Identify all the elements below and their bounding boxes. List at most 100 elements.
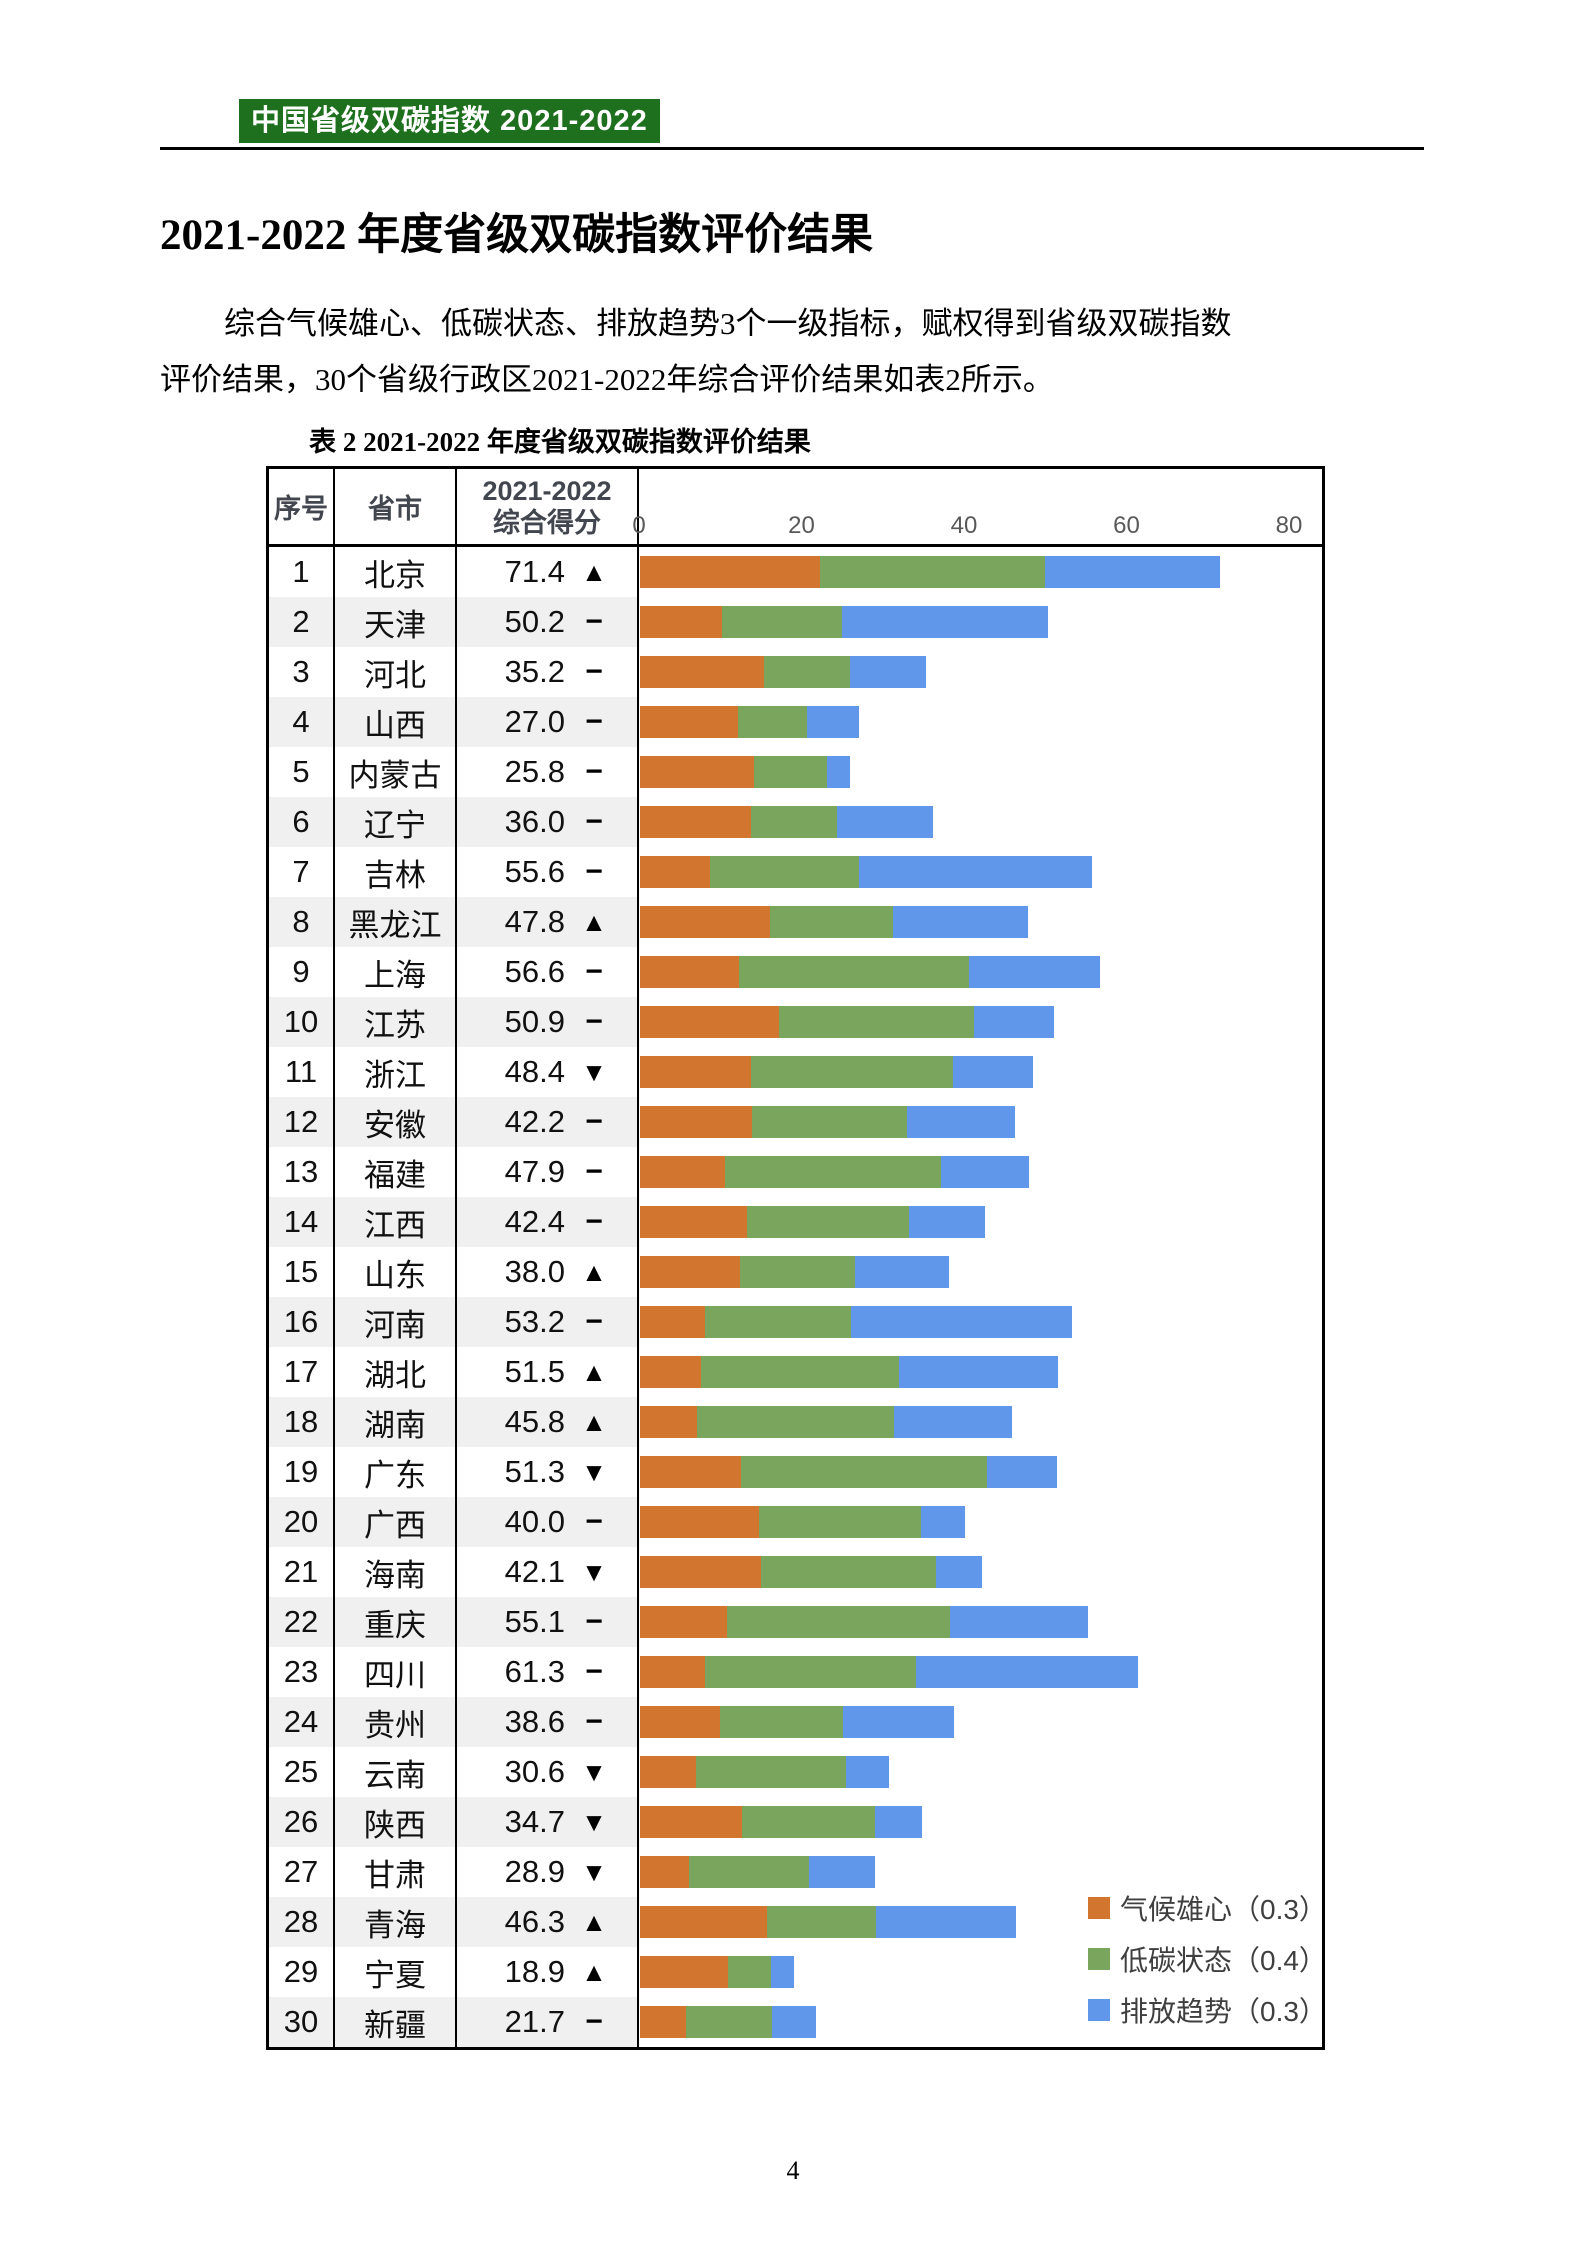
rank-cell: 4 [269, 697, 335, 747]
bar-segment-low-carbon-status [700, 1356, 900, 1388]
bar-segment-climate-ambition [640, 1756, 697, 1788]
bar-cell [639, 547, 1322, 597]
rank-cell: 16 [269, 1297, 335, 1347]
rank-cell: 23 [269, 1647, 335, 1697]
bar-segment-low-carbon-status [727, 1956, 771, 1988]
score-cell: 48.4 ▼ [457, 1047, 639, 1097]
rank-cell: 6 [269, 797, 335, 847]
score-cell: 42.2− [457, 1097, 639, 1147]
trend-flat-icon: − [585, 1505, 603, 1538]
bar-cell [639, 1797, 1322, 1847]
bar-segment-low-carbon-status [688, 1856, 809, 1888]
score-cell: 50.2− [457, 597, 639, 647]
report-header-badge: 中国省级双碳指数 2021-2022 [239, 99, 660, 143]
score-cell: 18.9 ▲ [457, 1947, 639, 1997]
bar-segment-climate-ambition [640, 1206, 748, 1238]
bar-segment-climate-ambition [640, 1256, 740, 1288]
bar-segment-climate-ambition [640, 1406, 697, 1438]
province-cell: 江西 [335, 1197, 457, 1247]
score-value: 50.2 [504, 604, 565, 639]
rank-cell: 3 [269, 647, 335, 697]
province-cell: 上海 [335, 947, 457, 997]
stacked-bar [640, 906, 1029, 938]
stacked-bar [640, 1306, 1073, 1338]
bar-cell [639, 947, 1322, 997]
trend-up-icon: ▲ [581, 1406, 607, 1437]
bar-segment-climate-ambition [640, 656, 764, 688]
table-row: 18 湖南 45.8 ▲ [269, 1397, 1322, 1447]
table-header-row: 序号 省市 2021-2022 综合得分 0 20 40 60 80 [269, 469, 1322, 547]
province-cell: 山西 [335, 697, 457, 747]
bar-segment-low-carbon-status [747, 1206, 909, 1238]
province-cell: 宁夏 [335, 1947, 457, 1997]
bar-segment-low-carbon-status [741, 1806, 875, 1838]
body-paragraph: 综合气候雄心、低碳状态、排放趋势3个一级指标，赋权得到省级双碳指数 评价结果，3… [160, 296, 1432, 408]
bar-segment-climate-ambition [640, 1856, 689, 1888]
score-value: 42.2 [504, 1104, 565, 1139]
score-value: 28.9 [504, 1854, 565, 1889]
bar-segment-low-carbon-status [696, 1406, 894, 1438]
province-cell: 湖南 [335, 1397, 457, 1447]
bar-segment-climate-ambition [640, 856, 710, 888]
trend-flat-icon: − [585, 855, 603, 888]
bar-cell [639, 897, 1322, 947]
province-cell: 安徽 [335, 1097, 457, 1147]
score-value: 61.3 [504, 1654, 565, 1689]
score-value: 47.8 [504, 904, 565, 939]
table-row: 3 河北 35.2− [269, 647, 1322, 697]
bar-segment-low-carbon-status [752, 1106, 908, 1138]
score-cell: 42.4− [457, 1197, 639, 1247]
bar-segment-low-carbon-status [766, 1906, 877, 1938]
score-value: 55.1 [504, 1604, 565, 1639]
score-cell: 35.2− [457, 647, 639, 697]
bar-cell [639, 1547, 1322, 1597]
axis-tick-label: 40 [950, 512, 978, 539]
province-cell: 北京 [335, 547, 457, 597]
trend-flat-icon: − [585, 1105, 603, 1138]
bar-segment-emission-trend [846, 1756, 889, 1788]
bar-segment-emission-trend [907, 1106, 1016, 1138]
bar-segment-emission-trend [843, 1706, 954, 1738]
axis-tick-label: 60 [1113, 512, 1140, 539]
bar-segment-climate-ambition [640, 2006, 686, 2038]
bar-segment-climate-ambition [640, 756, 754, 788]
score-value: 25.8 [504, 754, 565, 789]
province-cell: 内蒙古 [335, 747, 457, 797]
score-cell: 42.1 ▼ [457, 1547, 639, 1597]
province-cell: 陕西 [335, 1797, 457, 1847]
province-cell: 浙江 [335, 1047, 457, 1097]
bar-cell [639, 1747, 1322, 1797]
score-cell: 55.1− [457, 1597, 639, 1647]
table-row: 17 湖北 51.5 ▲ [269, 1347, 1322, 1397]
bar-cell [639, 1697, 1322, 1747]
score-value: 50.9 [504, 1004, 565, 1039]
bar-segment-emission-trend [772, 2006, 817, 2038]
stacked-bar [640, 856, 1092, 888]
rank-cell: 30 [269, 1997, 335, 2047]
score-cell: 28.9 ▼ [457, 1847, 639, 1897]
legend-label: 气候雄心（0.3） [1120, 1894, 1327, 1925]
legend-swatch-low-carbon-status [1088, 1948, 1110, 1970]
legend-item: 气候雄心（0.3） [1088, 1893, 1327, 1925]
table-row: 16 河南 53.2− [269, 1297, 1322, 1347]
bar-segment-climate-ambition [640, 606, 723, 638]
header-province: 省市 [335, 469, 457, 544]
stacked-bar [640, 1256, 949, 1288]
bar-cell [639, 1397, 1322, 1447]
stacked-bar [640, 1456, 1057, 1488]
stacked-bar [640, 1006, 1054, 1038]
bar-segment-climate-ambition [640, 1156, 726, 1188]
stacked-bar [640, 1406, 1013, 1438]
rank-cell: 19 [269, 1447, 335, 1497]
bar-segment-emission-trend [973, 1006, 1054, 1038]
score-cell: 56.6− [457, 947, 639, 997]
score-cell: 21.7− [457, 1997, 639, 2047]
bar-segment-climate-ambition [640, 906, 770, 938]
bar-segment-climate-ambition [640, 1606, 727, 1638]
score-cell: 38.6− [457, 1697, 639, 1747]
bar-segment-low-carbon-status [761, 1556, 936, 1588]
trend-up-icon: ▲ [581, 906, 607, 937]
score-value: 42.1 [504, 1554, 565, 1589]
bar-segment-low-carbon-status [705, 1306, 852, 1338]
header-divider [160, 147, 1424, 150]
